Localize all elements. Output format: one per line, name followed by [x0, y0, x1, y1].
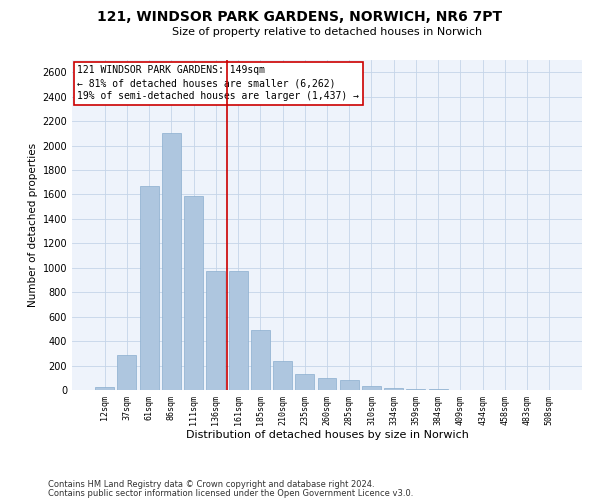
Bar [340, 380, 359, 390]
Title: Size of property relative to detached houses in Norwich: Size of property relative to detached ho… [172, 27, 482, 37]
Bar [140, 186, 158, 390]
Bar [229, 272, 248, 390]
Text: Contains HM Land Registry data © Crown copyright and database right 2024.: Contains HM Land Registry data © Crown c… [48, 480, 374, 489]
Bar [206, 272, 225, 390]
Bar [317, 378, 337, 390]
Text: Contains public sector information licensed under the Open Government Licence v3: Contains public sector information licen… [48, 488, 413, 498]
Bar [295, 374, 314, 390]
Bar [362, 386, 381, 390]
Bar [429, 389, 448, 390]
Text: 121 WINDSOR PARK GARDENS: 149sqm
← 81% of detached houses are smaller (6,262)
19: 121 WINDSOR PARK GARDENS: 149sqm ← 81% o… [77, 65, 359, 102]
Bar [184, 196, 203, 390]
Bar [384, 388, 403, 390]
Bar [95, 386, 114, 390]
X-axis label: Distribution of detached houses by size in Norwich: Distribution of detached houses by size … [185, 430, 469, 440]
Bar [251, 330, 270, 390]
Bar [162, 134, 181, 390]
Bar [273, 360, 292, 390]
Y-axis label: Number of detached properties: Number of detached properties [28, 143, 38, 307]
Bar [118, 355, 136, 390]
Text: 121, WINDSOR PARK GARDENS, NORWICH, NR6 7PT: 121, WINDSOR PARK GARDENS, NORWICH, NR6 … [97, 10, 503, 24]
